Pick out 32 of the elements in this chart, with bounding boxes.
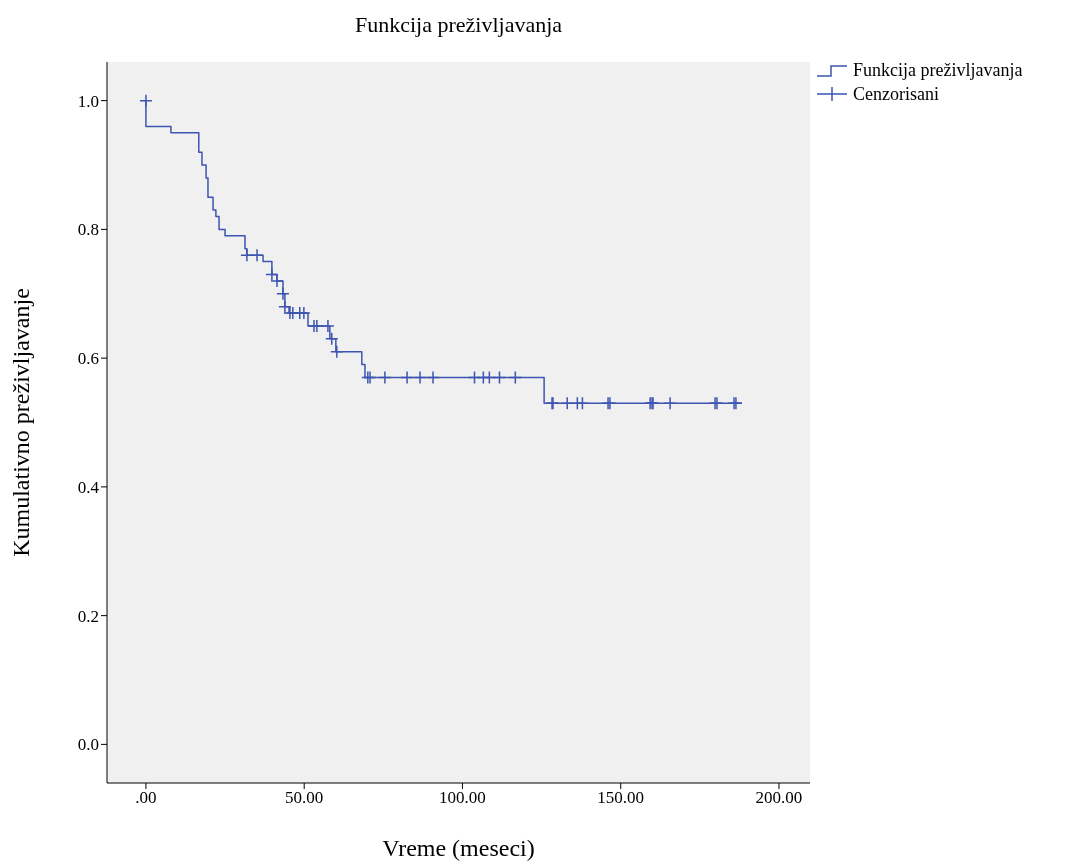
point	[321, 319, 335, 333]
point	[426, 370, 440, 385]
point	[492, 370, 507, 385]
point	[139, 93, 153, 108]
legend-label: Funkcija preživljavanja	[853, 59, 1023, 81]
x-tick-label: 100.00	[439, 788, 486, 808]
x-tick-label: 150.00	[597, 788, 645, 808]
x-axis-title: Vreme (meseci)	[382, 835, 535, 861]
point	[330, 344, 344, 359]
y-tick-label: 0.0	[77, 735, 99, 755]
y-tick-label: 0.6	[77, 349, 99, 369]
y-axis-title: Kumulativno preživljavanje	[7, 288, 34, 557]
point	[575, 396, 590, 410]
y-tick-label: 1.0	[77, 91, 99, 111]
point	[250, 248, 264, 262]
point	[240, 248, 254, 262]
point	[400, 370, 414, 385]
y-tick-label: 0.8	[77, 220, 99, 240]
legend-label: Cenzorisani	[853, 83, 939, 105]
x-tick-label: 50.00	[285, 788, 324, 808]
y-tick-label: 0.2	[77, 606, 99, 626]
point	[560, 396, 574, 410]
point	[324, 332, 339, 346]
chart-title: Funkcija preživljavanja	[353, 12, 564, 38]
point	[276, 287, 290, 301]
point	[508, 370, 523, 385]
x-tick-label: .00	[135, 788, 157, 808]
point	[378, 370, 392, 385]
y-tick-label: 0.4	[77, 477, 100, 497]
x-tick-label: 200.00	[755, 788, 803, 808]
point	[663, 396, 677, 410]
point	[413, 370, 427, 385]
